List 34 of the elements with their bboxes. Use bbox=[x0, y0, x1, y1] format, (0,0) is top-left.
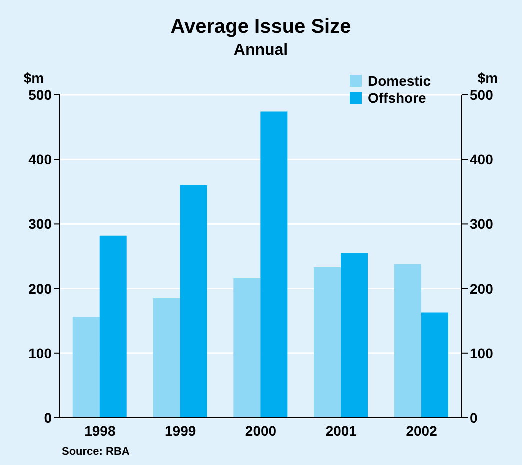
x-tick-label: 2001 bbox=[326, 422, 358, 439]
x-tick-label: 2002 bbox=[406, 422, 438, 439]
x-tick-label: 2000 bbox=[245, 422, 277, 439]
x-tick-label: 1998 bbox=[84, 422, 116, 439]
bar bbox=[100, 236, 127, 418]
bar bbox=[180, 185, 208, 418]
legend-label: Offshore bbox=[368, 90, 426, 106]
source-note: Source: RBA bbox=[62, 446, 130, 458]
chart-title: Average Issue Size bbox=[170, 16, 352, 39]
y2-tick-label: 100 bbox=[470, 345, 494, 362]
y-tick-label: 300 bbox=[28, 216, 52, 232]
bar bbox=[421, 312, 448, 418]
chart-subtitle: Annual bbox=[232, 42, 290, 60]
y-tick-label: 200 bbox=[28, 280, 52, 297]
bar bbox=[153, 298, 180, 418]
y-axis-title: $m bbox=[24, 70, 44, 86]
legend-label: Domestic bbox=[368, 72, 432, 88]
y2-axis-title: $m bbox=[478, 70, 498, 86]
bar bbox=[234, 278, 261, 418]
y-tick-label: 500 bbox=[28, 86, 52, 103]
y2-tick-label: 300 bbox=[470, 216, 494, 232]
x-tick-label: 1999 bbox=[165, 422, 196, 439]
bar bbox=[394, 264, 422, 418]
y-tick-label: 400 bbox=[28, 152, 52, 168]
y2-tick-label: 400 bbox=[470, 152, 494, 168]
y2-tick-label: 0 bbox=[470, 410, 478, 426]
bar bbox=[314, 267, 342, 418]
y2-tick-label: 200 bbox=[470, 280, 494, 297]
y2-tick-label: 500 bbox=[470, 86, 494, 103]
bar bbox=[260, 112, 288, 418]
y-tick-label: 0 bbox=[44, 410, 52, 426]
y-tick-label: 100 bbox=[28, 345, 52, 362]
bar bbox=[341, 253, 368, 418]
bar bbox=[72, 317, 100, 418]
